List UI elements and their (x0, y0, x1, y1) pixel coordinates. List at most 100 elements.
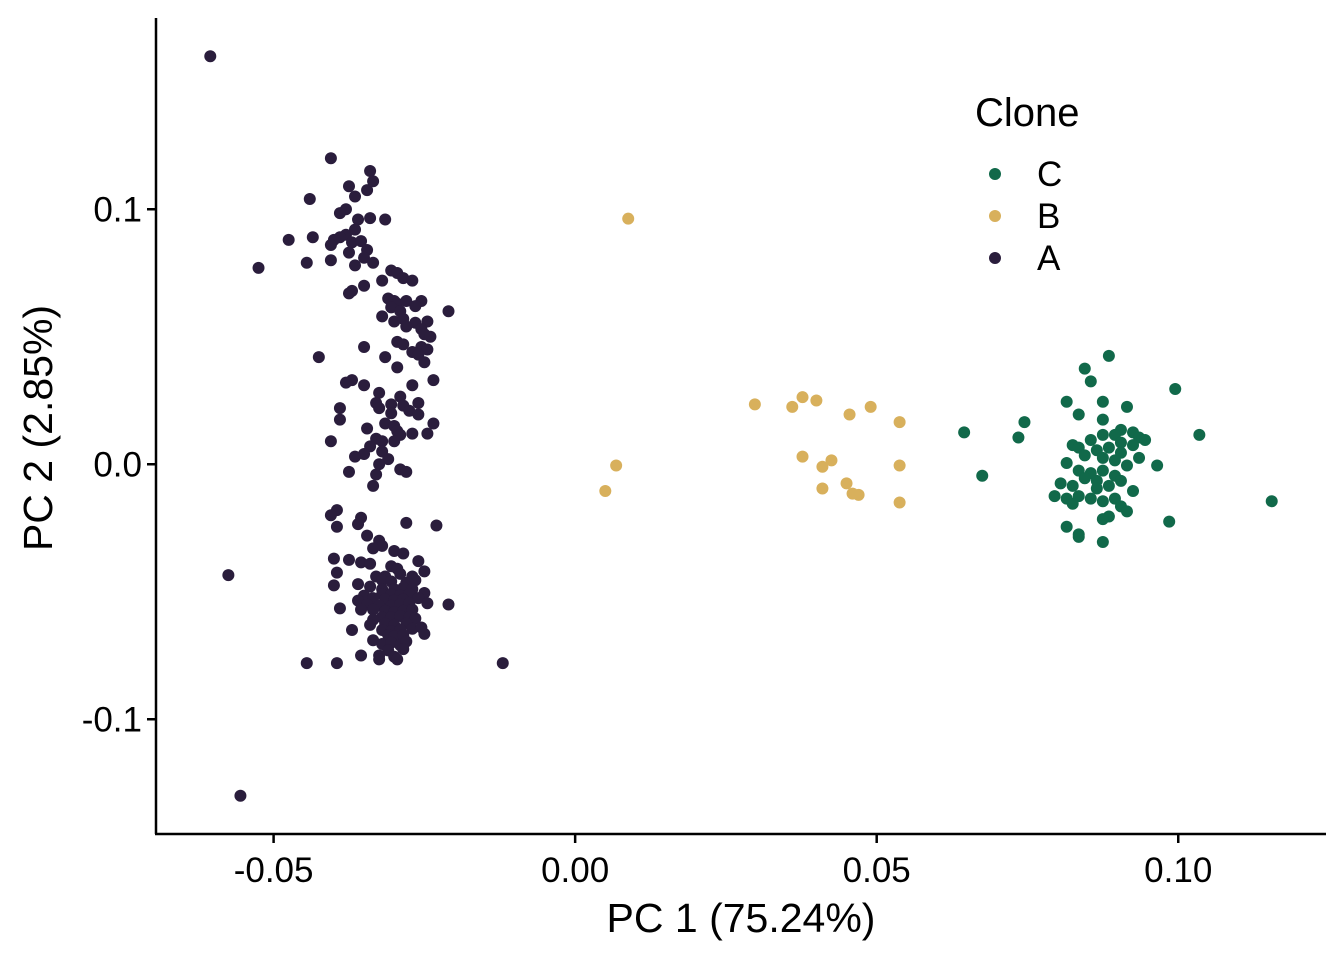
data-point (1096, 536, 1109, 549)
series-B (599, 212, 906, 509)
data-point (333, 402, 346, 415)
legend-entries: CBA (989, 155, 1062, 278)
data-point (367, 634, 380, 647)
x-tick-label: 0.10 (1144, 851, 1212, 890)
data-point (1114, 436, 1127, 449)
data-point (1066, 497, 1079, 510)
data-point (364, 557, 377, 570)
legend-label: A (1037, 239, 1061, 278)
data-point (748, 398, 761, 411)
data-point (421, 597, 434, 610)
data-point (352, 518, 365, 531)
data-point (388, 544, 401, 557)
data-point (1096, 451, 1109, 464)
data-point (1072, 408, 1085, 421)
data-point (388, 315, 401, 328)
data-point (1265, 495, 1278, 508)
data-point (840, 477, 853, 490)
data-point (864, 400, 877, 413)
data-point (352, 578, 365, 591)
data-point (312, 351, 325, 364)
data-point (1108, 454, 1121, 467)
x-tick-label: 0.00 (541, 851, 609, 890)
data-point (1096, 395, 1109, 408)
data-point (816, 482, 829, 495)
data-point (1114, 474, 1127, 487)
legend-label: B (1037, 197, 1060, 236)
data-point (1102, 441, 1115, 454)
data-point (355, 556, 368, 569)
data-point (333, 602, 346, 615)
data-point (496, 657, 509, 670)
data-point (358, 279, 371, 292)
data-point (349, 450, 362, 463)
data-point (324, 509, 337, 522)
data-point (409, 300, 422, 313)
data-point (1078, 449, 1091, 462)
data-point (421, 343, 434, 356)
data-point (252, 261, 265, 274)
data-point (327, 552, 340, 565)
data-point (376, 274, 389, 287)
x-axis-title: PC 1 (75.24%) (607, 895, 876, 941)
data-point (324, 152, 337, 165)
data-point (342, 246, 355, 259)
data-point (330, 520, 343, 533)
data-point (349, 223, 362, 236)
data-point (364, 618, 377, 631)
y-tick-label: 0.0 (93, 445, 142, 484)
data-point (1096, 513, 1109, 526)
data-point (852, 488, 865, 501)
x-tick-label: -0.05 (234, 851, 314, 890)
data-point (358, 340, 371, 353)
data-point (327, 579, 340, 592)
data-point (333, 413, 346, 426)
data-point (364, 165, 377, 177)
data-point (406, 622, 419, 635)
y-tick-label: 0.1 (93, 190, 142, 229)
data-point (1084, 375, 1097, 388)
data-point (222, 569, 235, 582)
data-points (204, 50, 1278, 802)
data-point (1193, 428, 1206, 441)
data-point (1133, 451, 1146, 464)
data-point (361, 422, 374, 435)
legend-label: C (1037, 155, 1062, 194)
data-point (367, 479, 380, 492)
data-point (418, 627, 431, 640)
data-point (349, 190, 362, 203)
data-point (893, 459, 906, 472)
data-point (427, 417, 440, 430)
data-point (400, 320, 413, 333)
data-point (1169, 383, 1182, 396)
data-point (1078, 472, 1091, 485)
data-point (333, 207, 346, 220)
data-point (412, 408, 425, 421)
data-point (376, 310, 389, 323)
data-point (367, 603, 380, 616)
data-point (397, 547, 410, 560)
data-point (330, 657, 343, 670)
data-point (352, 213, 365, 226)
data-point (367, 256, 380, 269)
data-point (1120, 459, 1133, 472)
data-point (1054, 477, 1067, 490)
x-tick-label: 0.05 (843, 851, 911, 890)
legend-key-C (989, 168, 1001, 180)
data-point (427, 374, 440, 387)
data-point (361, 184, 374, 197)
data-point (379, 417, 392, 430)
data-point (355, 649, 368, 662)
data-point (825, 454, 838, 467)
data-point (1102, 349, 1115, 362)
data-point (204, 50, 217, 63)
data-point (358, 448, 371, 461)
data-point (391, 361, 404, 374)
data-point (394, 567, 407, 580)
data-point (379, 213, 392, 226)
data-point (1060, 456, 1073, 469)
data-point (361, 529, 374, 542)
data-point (324, 435, 337, 448)
legend-key-A (989, 252, 1001, 264)
